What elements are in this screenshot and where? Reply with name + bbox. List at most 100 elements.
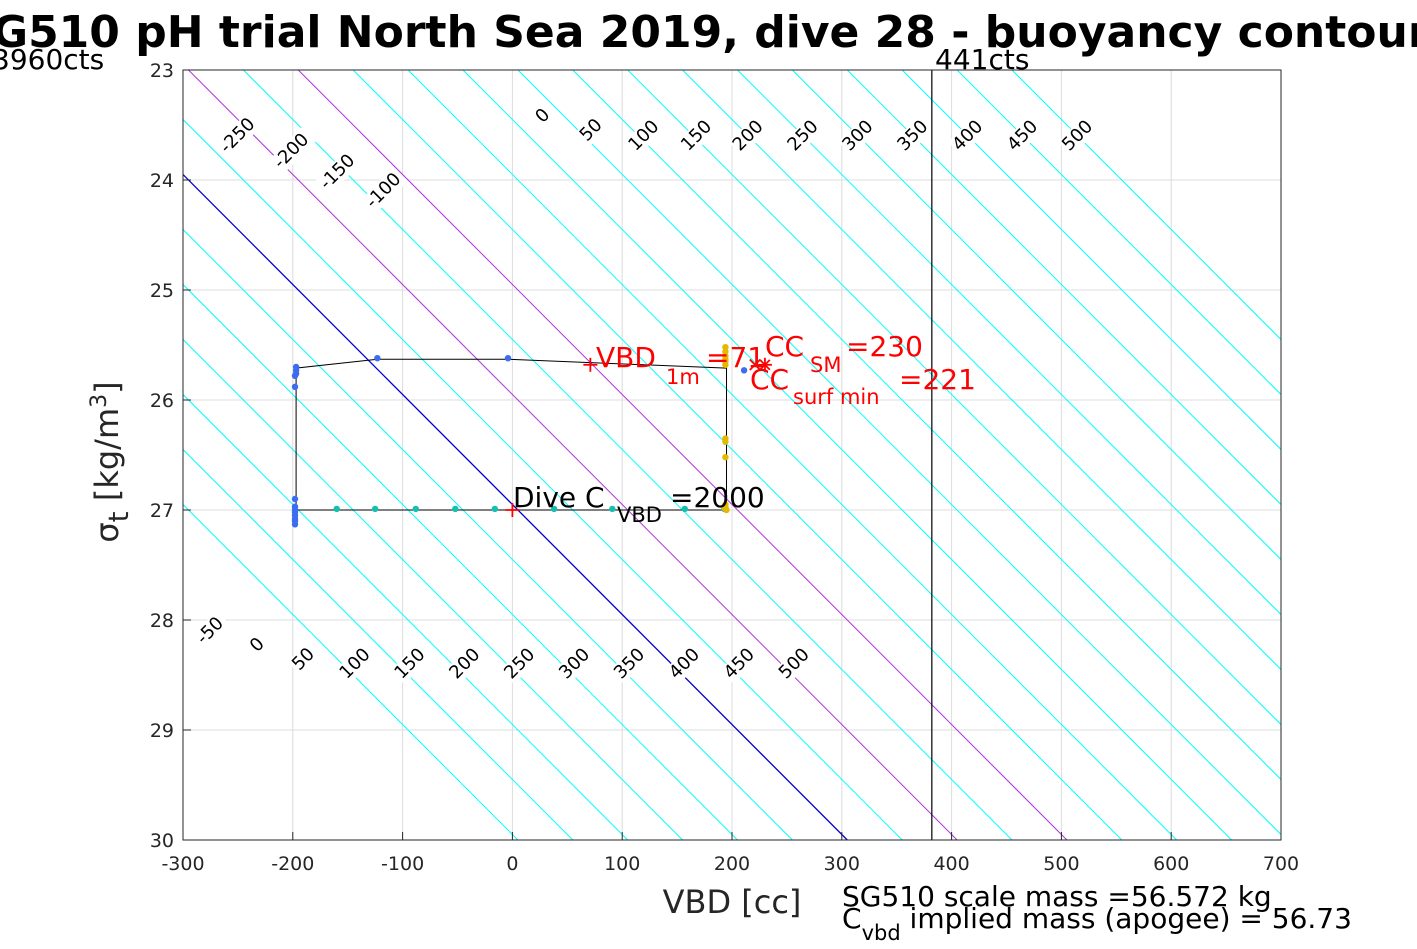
red-markers — [505, 357, 772, 517]
contour-label-bg — [359, 166, 408, 216]
red-marker-star — [757, 357, 772, 372]
cc-sm-annotation: CC SM =230 — [765, 330, 923, 377]
cc-sm-value: =230 — [846, 330, 923, 363]
teal-point — [333, 505, 340, 513]
contour-label-bg — [554, 643, 596, 685]
contour-line — [682, 70, 1281, 671]
y-tick-label: 24 — [150, 170, 174, 192]
x-tick-label: 0 — [506, 853, 518, 875]
yellow-point — [722, 344, 729, 351]
yellow-point — [722, 438, 729, 445]
blue-point — [740, 367, 748, 374]
contour-label: 100 — [624, 116, 663, 155]
contour-label-bg — [624, 115, 665, 157]
blue-point — [291, 495, 299, 503]
implied-mass-main: C — [842, 902, 862, 935]
blue-point — [291, 383, 299, 390]
data-points — [291, 344, 748, 528]
contour-line — [517, 70, 1281, 836]
dive-cvbd-sub: VBD — [617, 503, 662, 527]
marker-stroke — [749, 358, 761, 371]
y-tick-label: 27 — [150, 500, 174, 522]
y-tick-label: 26 — [150, 390, 174, 412]
contour-label: 350 — [610, 644, 649, 683]
contour-label-bg — [390, 643, 431, 685]
yellow-point — [722, 361, 729, 368]
contour-line — [183, 338, 683, 840]
contour-line — [627, 70, 1281, 726]
contour-label: 150 — [390, 644, 429, 683]
vbd-1m-annotation: VBD 1m =71 — [596, 341, 765, 389]
contour-label: 400 — [665, 644, 704, 683]
dive-cvbd-value: =2000 — [670, 481, 765, 514]
teal-point — [609, 505, 616, 513]
contour-line — [188, 70, 958, 840]
contour-line — [183, 448, 574, 840]
cc-sm-sub: SM — [810, 353, 841, 377]
implied-mass-text: Cvbd implied mass (apogee) = 56.73 — [842, 902, 1352, 945]
contour-line — [792, 70, 1281, 561]
contour-label: 100 — [335, 644, 374, 683]
contour-label-bg — [676, 115, 718, 157]
x-tick-label: -200 — [271, 853, 314, 875]
contour-label-bg — [575, 114, 608, 147]
contour-label-bg — [313, 148, 362, 197]
dive-cvbd-annotation: Dive C VBD =2000 — [513, 481, 765, 527]
vbd-1m-main: VBD — [596, 341, 656, 374]
y-axis-close: ] — [88, 381, 126, 393]
teal-point — [371, 505, 379, 513]
vbd-1m-value: =71 — [706, 341, 765, 374]
contour-label: 250 — [500, 644, 539, 683]
y-tick-label: 25 — [150, 280, 174, 302]
contour-line — [183, 228, 793, 840]
cc-surf-min-main: CC — [750, 363, 789, 396]
profile-path — [295, 358, 728, 525]
contour-line — [846, 70, 1281, 506]
y-axis-exp: 3 — [87, 394, 112, 408]
contour-line — [183, 393, 629, 840]
x-tick-label: -300 — [161, 853, 204, 875]
contour-line — [183, 503, 519, 840]
contour-line — [183, 173, 848, 840]
blue-point — [504, 355, 512, 362]
y-tick-label: 29 — [150, 720, 174, 742]
x-tick-label: 600 — [1153, 853, 1189, 875]
yellow-point — [722, 454, 729, 461]
contour-line — [183, 283, 738, 840]
cc-surf-min-annotation: CC surf min =221 — [750, 363, 976, 409]
cc-sm-main: CC — [765, 330, 804, 363]
contour-line — [737, 70, 1281, 616]
x-tick-label: 100 — [604, 853, 640, 875]
marker-stroke — [759, 359, 771, 371]
contour-label: 0 — [246, 633, 269, 656]
buoyancy-contours — [183, 70, 1281, 840]
x-tick-label: 200 — [714, 853, 750, 875]
contour-label: 300 — [555, 644, 594, 683]
y-tick-label: 28 — [150, 610, 174, 632]
contour-label-bg — [445, 643, 486, 685]
x-tick-label: 300 — [824, 853, 860, 875]
contour-line — [352, 70, 1123, 840]
left-counts-label: 3960cts — [0, 43, 104, 76]
x-tick-label: 400 — [933, 853, 969, 875]
red-marker-plus — [505, 503, 520, 517]
teal-point — [412, 505, 419, 513]
contour-label-bg — [728, 115, 769, 157]
cc-surf-min-value: =221 — [899, 363, 976, 396]
blue-point — [291, 372, 299, 379]
contour-label-bg — [893, 115, 934, 157]
contour-line — [956, 70, 1281, 396]
cc-surf-min-sub: surf min — [793, 385, 880, 409]
contour-label-bg — [1002, 115, 1044, 157]
chart-title: SG510 pH trial North Sea 2019, dive 28 -… — [0, 7, 1417, 58]
contour-line — [1011, 70, 1281, 341]
y-axis-label: σt [kg/m3] — [87, 381, 135, 542]
blue-point — [374, 355, 381, 362]
contour-line — [462, 70, 1232, 840]
right-counts-label: 441cts — [935, 43, 1029, 76]
contour-label-bg — [947, 115, 989, 157]
dive-cvbd-main: Dive C — [513, 481, 605, 514]
contour-label: 150 — [677, 116, 716, 155]
contour-label-bg — [530, 103, 556, 129]
contour-label-bg — [190, 610, 231, 652]
